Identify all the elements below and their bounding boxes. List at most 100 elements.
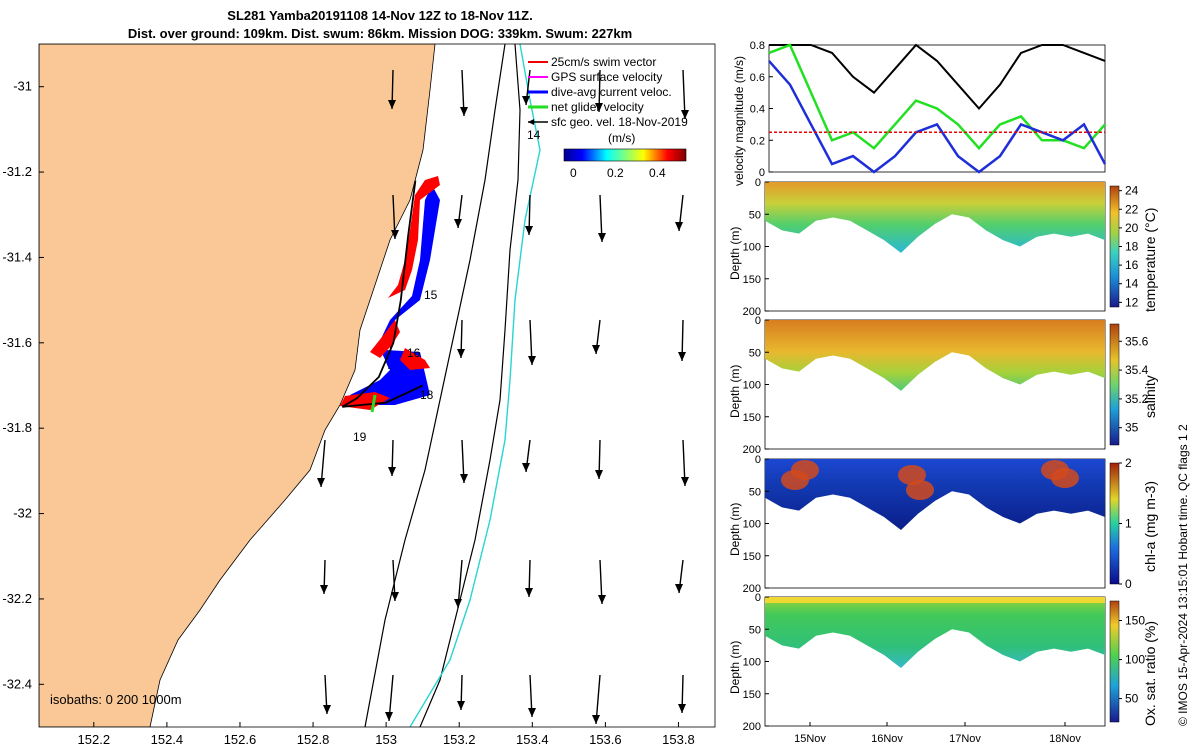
current-arrow — [528, 319, 536, 366]
velocity-y-tick-label: 0 — [759, 167, 765, 179]
chla-patch — [781, 470, 809, 490]
depth-tick-label: 100 — [743, 519, 761, 531]
depth-tick-label: 0 — [755, 315, 761, 327]
time-tick-label: 15Nov — [794, 733, 826, 745]
net-glider-velocity-line — [768, 43, 1106, 151]
time-tick-label: 18Nov — [1049, 733, 1081, 745]
legend-item: net glider velocity — [551, 100, 644, 114]
oxygen-cb-label: Ox. sat. ratio (%) — [1142, 620, 1158, 726]
map-legend — [528, 61, 687, 162]
current-arrow — [388, 439, 396, 477]
map-x-tick-label: 152.4 — [151, 732, 184, 747]
colorbar-tick: 0.2 — [607, 166, 624, 180]
chla-patch — [898, 465, 926, 485]
velocity-y-tick-label: 0.2 — [750, 135, 765, 147]
current-arrow — [323, 674, 331, 715]
current-arrow — [454, 559, 463, 609]
current-arrow — [385, 319, 394, 370]
day-label: 16 — [407, 346, 421, 360]
depth-tick-label: 50 — [749, 486, 761, 498]
salinity-colorbar — [1109, 323, 1120, 446]
colorbar-tick-label: 18 — [1125, 240, 1139, 254]
current-arrow — [598, 194, 606, 243]
time-tick-label: 17Nov — [949, 733, 981, 745]
current-arrow — [460, 69, 468, 117]
current-arrow — [460, 439, 468, 484]
salinity-axes — [764, 319, 1106, 450]
map-y-tick-label: -32.4 — [2, 676, 32, 691]
depth-tick-label: 100 — [743, 657, 761, 669]
chla-patch — [1051, 468, 1079, 488]
depth-tick-label: 50 — [749, 624, 761, 636]
colorbar-tick-label: 20 — [1125, 221, 1139, 235]
current-arrow — [675, 559, 684, 594]
legend-item: GPS surface velocity — [551, 70, 663, 84]
glider-track-line — [341, 180, 424, 408]
map-x-tick-label: 153.2 — [443, 732, 476, 747]
day-label: 18 — [420, 388, 434, 402]
oxygen-surface-band — [765, 597, 1105, 603]
depth-tick-label: 50 — [749, 209, 761, 221]
map-x-tick-label: 153.6 — [589, 732, 622, 747]
map-x-tick-label: 152.2 — [78, 732, 111, 747]
depth-tick-label: 200 — [743, 444, 761, 456]
current-arrow — [385, 674, 394, 722]
map-y-tick-label: -31.8 — [2, 420, 32, 435]
colorbar-tick: 0.4 — [649, 166, 666, 180]
current-arrow — [528, 674, 536, 718]
map-y-tick-label: -32 — [13, 506, 32, 521]
net-glider-velocity — [370, 394, 377, 413]
velocity-y-tick-label: 0.6 — [750, 72, 765, 84]
map-x-tick-label: 153.4 — [516, 732, 549, 747]
colorbar-tick-label: 1 — [1125, 517, 1132, 531]
oxygen-axes — [764, 596, 1106, 727]
depth-tick-label: 0 — [755, 177, 761, 189]
chla-colorbar — [1109, 462, 1120, 585]
chla-patch — [791, 460, 819, 480]
depth-tick-label: 200 — [743, 306, 761, 318]
swim-vector-swath — [370, 320, 400, 358]
isobaths-label: isobaths: 0 200 1000m — [50, 692, 182, 707]
colorbar-tick-label: 2 — [1125, 456, 1132, 470]
colorbar-tick-label: 0 — [1125, 577, 1132, 591]
depth-tick-label: 150 — [743, 551, 761, 563]
chla-cb-label: chl-a (mg m-3) — [1142, 480, 1158, 572]
map-y-tick-label: -31.6 — [2, 335, 32, 350]
land-mass — [39, 44, 436, 727]
chla-patch — [1041, 460, 1069, 480]
oxygen-depth-label: Depth (m) — [728, 640, 742, 694]
colorbar-unit: (m/s) — [608, 131, 636, 145]
salinity-depth-label: Depth (m) — [728, 364, 742, 418]
day-label: 14 — [527, 128, 541, 142]
current-arrow — [391, 194, 399, 240]
temperature-depth-label: Depth (m) — [728, 226, 742, 280]
geo-velocity-line — [769, 43, 1106, 111]
map-y-tick-label: -32.2 — [2, 591, 32, 606]
colorbar-tick-label: 16 — [1125, 258, 1139, 272]
map-y-tick-label: -31 — [13, 79, 32, 94]
current-arrow — [522, 439, 531, 473]
temperature-colorbar — [1109, 185, 1120, 308]
oxygen-colorbar — [1109, 600, 1120, 723]
current-arrow — [675, 194, 684, 232]
imos-credit: © IMOS 15-Apr-2024 13:15:01 Hobart time.… — [1176, 424, 1190, 726]
current-arrow — [592, 674, 601, 725]
legend-item: dive-avg current veloc. — [551, 85, 672, 99]
velocity-y-tick-label: 0.8 — [750, 40, 765, 52]
depth-tick-label: 100 — [743, 380, 761, 392]
legend-item: 25cm/s swim vector — [551, 55, 657, 69]
chla-axes — [764, 458, 1106, 589]
current-arrow — [457, 319, 465, 359]
temperature-axes — [764, 181, 1106, 312]
chla-depth-label: Depth (m) — [728, 502, 742, 556]
isobath-1000m — [419, 44, 521, 727]
current-arrow — [317, 439, 326, 488]
depth-tick-label: 200 — [743, 583, 761, 595]
map-x-tick-label: 153.8 — [662, 732, 695, 747]
current-arrow — [454, 194, 463, 229]
colorbar-tick-label: 35.6 — [1125, 334, 1149, 348]
depth-tick-label: 50 — [749, 347, 761, 359]
current-arrow — [388, 69, 396, 110]
depth-tick-label: 150 — [743, 412, 761, 424]
dive-avg-current-line — [768, 60, 1107, 174]
